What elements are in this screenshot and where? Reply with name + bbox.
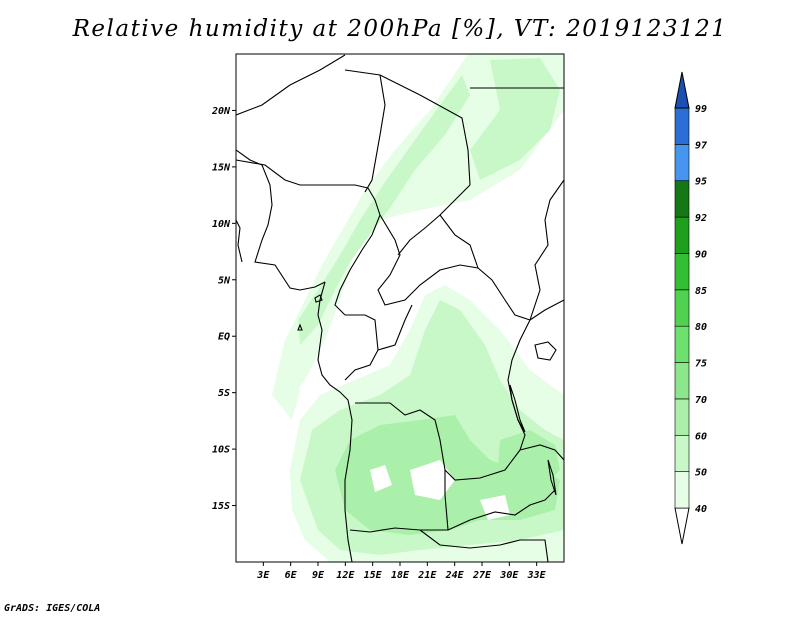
lon-axis: 3E 6E 9E 12E 15E 18E 21E 24E 27E 30E 33E (256, 562, 547, 581)
colorbar-label: 85 (695, 286, 707, 297)
border-tanzania (519, 444, 564, 461)
rh-patch-east-dark (498, 430, 560, 490)
border-cameroon-car (377, 214, 531, 321)
border-gulf-of-guinea-coast (317, 281, 353, 562)
lat-tick-label: 5N (218, 275, 231, 286)
rh-band-north-mid (298, 75, 470, 345)
lake-victoria (534, 341, 557, 361)
colorbar-swatch (674, 289, 690, 327)
border-congo-drc (377, 304, 413, 351)
colorbar-label: 97 (695, 140, 707, 151)
colorbar-upper-triangle (674, 71, 690, 109)
island-1 (314, 294, 323, 303)
colorbar-label: 99 (695, 104, 707, 115)
lon-tick-label: 21E (417, 570, 437, 581)
rh-dry-hole-3 (480, 495, 510, 520)
border-libya-chad (364, 74, 386, 193)
lat-tick-label: EQ (218, 332, 230, 343)
colorbar-label: 50 (695, 468, 707, 479)
colorbar-label: 90 (695, 249, 707, 260)
colorbar-label: 80 (695, 322, 707, 333)
lat-tick-label: 15S (212, 501, 230, 512)
lat-tick-label: 5S (218, 388, 230, 399)
border-sudan-south (397, 184, 471, 256)
border-congo-gabon (344, 314, 379, 381)
rh-dry-hole-2 (370, 465, 392, 492)
border-niger-north (344, 69, 471, 186)
colorbar-label: 95 (695, 177, 707, 188)
country-borders (236, 54, 564, 562)
rh-dry-hole-1 (410, 460, 455, 500)
lat-tick-label: 10S (212, 445, 230, 456)
border-east-africa (529, 299, 564, 321)
border-west-africa-coast (236, 149, 326, 291)
border-namibia (419, 529, 549, 562)
colorbar-swatch (674, 398, 690, 436)
lat-tick-label: 10N (212, 219, 231, 230)
colorbar: 40 50 60 70 75 80 85 90 92 95 97 99 (674, 71, 707, 545)
lake-malawi (547, 459, 557, 496)
lon-tick-label: 3E (256, 570, 270, 581)
island-2 (297, 323, 303, 331)
colorbar-swatch (674, 107, 690, 145)
colorbar-label: 92 (695, 213, 707, 224)
colorbar-swatch (674, 325, 690, 363)
colorbar-lower-triangle (674, 507, 690, 545)
colorbar-label: 70 (695, 395, 707, 406)
colorbar-swatch (674, 362, 690, 400)
lon-tick-label: 15E (364, 570, 383, 581)
border-chad-sudan (439, 214, 479, 269)
lon-tick-label: 18E (391, 570, 410, 581)
map-title: Relative humidity at 200hPa [%], VT: 201… (72, 16, 728, 42)
border-nigeria-cameroon (334, 187, 381, 316)
colorbar-swatch (674, 144, 690, 182)
border-mali-algeria (236, 54, 346, 116)
lon-tick-label: 24E (445, 570, 465, 581)
lat-tick-label: 15N (212, 162, 231, 173)
colorbar-label: 40 (695, 504, 707, 515)
border-angola-drc (355, 402, 521, 481)
colorbar-label: 75 (695, 359, 707, 370)
border-zambia-south (447, 489, 556, 531)
colorbar-swatch (674, 434, 690, 472)
border-sahel (236, 159, 369, 189)
lake-tanganyika (509, 384, 526, 433)
colorbar-swatch (674, 253, 690, 291)
lat-tick-label: 20N (211, 106, 231, 117)
rh-patch-west-light (272, 370, 300, 420)
colorbar-swatch (674, 216, 690, 254)
lon-tick-label: 30E (499, 570, 519, 581)
lon-tick-label: 12E (336, 570, 355, 581)
border-drc-east (507, 319, 531, 451)
colorbar-swatch (674, 180, 690, 218)
west-coast-detail (236, 219, 243, 263)
humidity-shading (272, 54, 564, 562)
grads-credit: GrADS: IGES/COLA (4, 603, 101, 614)
lat-axis: 20N 15N 10N 5N EQ 5S 10S 15S (211, 106, 236, 512)
lon-tick-label: 9E (312, 570, 325, 581)
lon-tick-label: 6E (285, 570, 298, 581)
lon-tick-label: 33E (527, 570, 547, 581)
border-sudan-ethiopia (529, 179, 564, 321)
lon-tick-label: 27E (472, 570, 492, 581)
colorbar-swatch (674, 471, 690, 509)
colorbar-label: 60 (695, 431, 707, 442)
